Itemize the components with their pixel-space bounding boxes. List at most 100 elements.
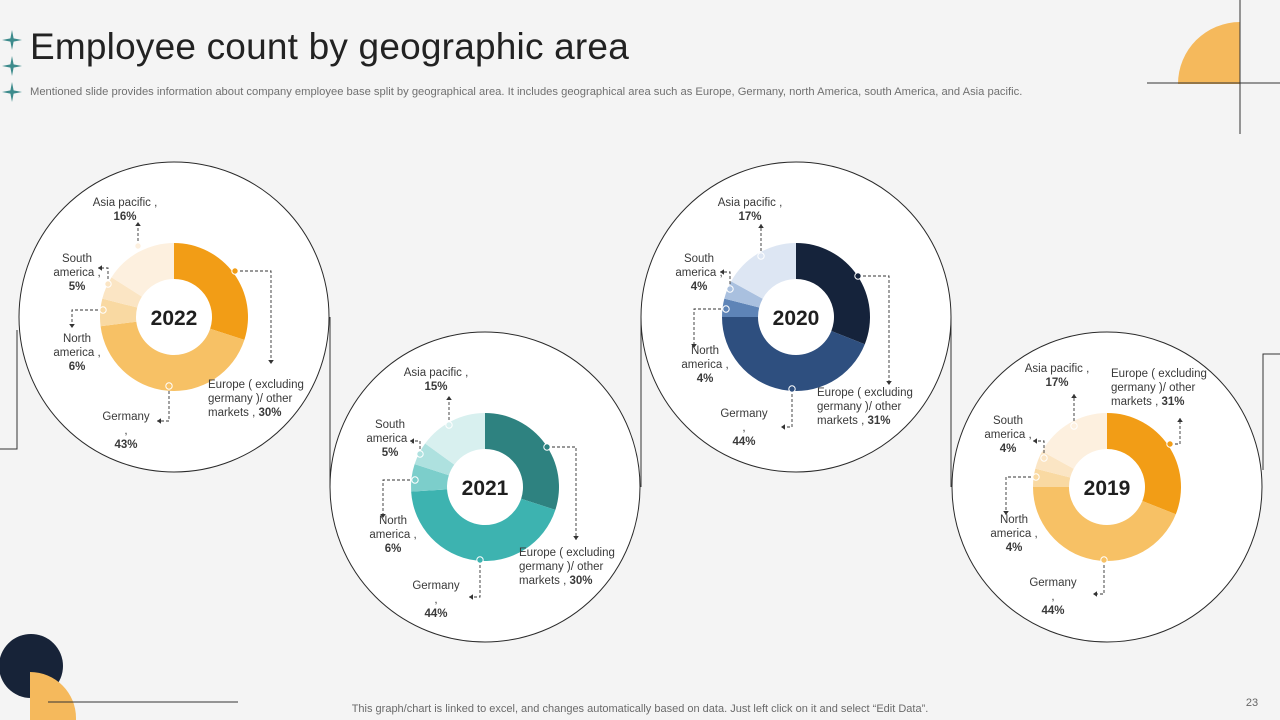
decor-sparkles <box>2 30 22 102</box>
leader-line <box>693 308 726 348</box>
leader-line <box>858 275 890 385</box>
decor-left-bracket <box>0 330 18 450</box>
label-germany: Germany, 44% <box>720 408 768 448</box>
donut-slice <box>724 281 763 308</box>
leader-arrowhead <box>1071 394 1077 398</box>
donut-slice <box>411 464 449 492</box>
donut-chart-2020: 2020 Asia pacific , 17% South america , 4% Nor… <box>640 161 952 473</box>
leader-dot <box>1070 422 1078 430</box>
charts-layer: 2022 Asia pacific , 16% South america , 5% Nor… <box>18 161 1263 643</box>
chart-frame-circle <box>640 161 952 473</box>
leader-dot <box>416 450 424 458</box>
label-asia-pacific: Asia pacific , 17% <box>718 197 783 223</box>
chart-year-label: 2021 <box>462 477 509 500</box>
leader-arrowhead <box>268 360 274 364</box>
donut-slice <box>100 298 138 327</box>
leader-line <box>720 271 731 289</box>
leader-dot <box>543 443 551 451</box>
label-germany: Germany, 44% <box>412 580 460 620</box>
donut-slice <box>1033 468 1071 487</box>
donut-slice <box>174 243 248 340</box>
label-north-america: North america , 6% <box>369 515 416 555</box>
label-south-america: South america , 5% <box>366 419 413 459</box>
decor-side-brackets <box>0 330 1280 470</box>
donut-chart-2022: 2022 Asia pacific , 16% South america , 5% Nor… <box>18 161 330 473</box>
leader-dot <box>854 272 862 280</box>
footer-note: This graph/chart is linked to excel, and… <box>351 703 929 715</box>
leader-arrowhead <box>1003 511 1009 515</box>
leader-line <box>382 479 415 518</box>
leader-dot <box>231 267 239 275</box>
leader-arrowhead <box>573 536 579 540</box>
donut-slice <box>1042 413 1107 469</box>
leader-arrowhead <box>886 381 892 385</box>
label-south-america: South america , 4% <box>984 415 1031 455</box>
donut-slice <box>485 413 559 510</box>
leader-dot <box>411 476 419 484</box>
label-north-america: North america , 4% <box>681 345 728 385</box>
leader-arrowhead <box>69 324 75 328</box>
decor-right-bracket <box>1262 353 1280 470</box>
donut-slice <box>100 321 245 392</box>
page-number: 23 <box>1245 697 1259 709</box>
donut-slice <box>414 443 455 476</box>
leader-line <box>235 270 272 364</box>
sparkle-icon <box>2 82 22 102</box>
leader-dot <box>104 280 112 288</box>
chart-frame-circle <box>18 161 330 473</box>
leader-dot <box>726 285 734 293</box>
leader-dot <box>788 385 796 393</box>
label-germany: Germany, 43% <box>102 411 150 451</box>
leader-arrowhead <box>1177 418 1183 422</box>
leader-dot <box>99 306 107 314</box>
label-north-america: North america , 6% <box>53 333 100 373</box>
leader-dot <box>134 242 142 250</box>
label-germany: Germany, 44% <box>1029 577 1077 617</box>
leader-arrowhead <box>691 344 697 348</box>
leader-dot <box>1032 473 1040 481</box>
donut-slice <box>111 243 174 297</box>
leader-line <box>71 309 103 328</box>
leader-arrowhead <box>758 224 764 228</box>
leader-line <box>410 440 421 454</box>
leader-dot <box>1100 556 1108 564</box>
donut-slice <box>722 298 760 317</box>
label-europe: Europe ( excluding germany )/ other market… <box>519 547 615 587</box>
page-title: Employee count by geographic area <box>30 26 629 67</box>
leader-dot <box>757 252 765 260</box>
chart-year-label: 2020 <box>773 307 820 330</box>
page-subtitle: Mentioned slide provides information abo… <box>30 86 1023 98</box>
decor-bottom-left <box>0 634 238 720</box>
leader-arrowhead <box>469 594 473 600</box>
chart-frame-circle <box>951 331 1263 643</box>
leader-arrowhead <box>135 222 141 226</box>
leader-line <box>469 560 481 598</box>
label-north-america: North america , 4% <box>990 514 1037 554</box>
chart-year-label: 2019 <box>1084 477 1131 500</box>
donut-slice <box>102 277 142 308</box>
label-south-america: South america , 4% <box>675 253 722 293</box>
leader-arrowhead <box>157 418 161 424</box>
donut-slice <box>411 489 556 561</box>
label-europe: Europe ( excluding germany )/ other market… <box>1111 368 1207 408</box>
leader-dot <box>722 305 730 313</box>
leader-line <box>547 446 577 540</box>
donut-slice <box>731 243 796 299</box>
label-asia-pacific: Asia pacific , 15% <box>404 367 469 393</box>
leader-arrowhead <box>1093 591 1097 597</box>
leader-line <box>1005 476 1036 515</box>
label-europe: Europe ( excluding germany )/ other market… <box>817 387 913 427</box>
donut-slice <box>425 413 485 465</box>
chart-frame-circle <box>329 331 641 643</box>
leader-line <box>1170 418 1181 445</box>
donut-slice <box>1033 487 1176 561</box>
donut-chart-2019: 2019 Asia pacific , 17% South america , 4% Nor… <box>951 331 1263 643</box>
leader-dot <box>1166 440 1174 448</box>
sparkle-icon <box>2 56 22 76</box>
leader-arrowhead <box>446 396 452 400</box>
leader-dot <box>445 421 453 429</box>
decor-top-right <box>1147 0 1280 134</box>
label-asia-pacific: Asia pacific , 16% <box>93 197 158 223</box>
leader-arrowhead <box>98 265 102 271</box>
